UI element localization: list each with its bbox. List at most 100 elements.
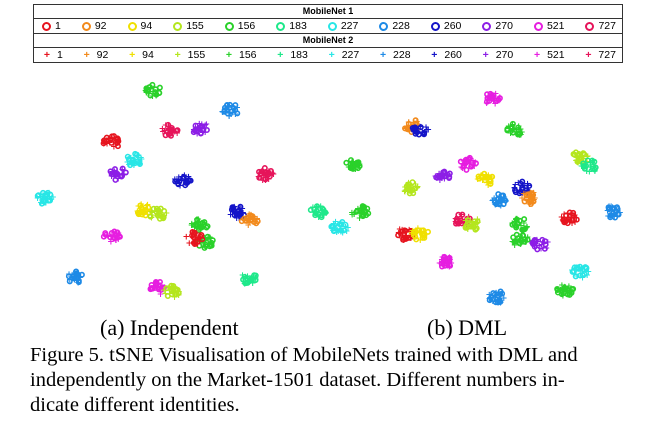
- svg-text:+: +: [148, 211, 156, 221]
- svg-text:+: +: [134, 151, 142, 161]
- svg-text:+: +: [65, 270, 73, 280]
- svg-text:+: +: [405, 118, 413, 128]
- svg-text:+: +: [255, 172, 263, 182]
- legend-label: 1: [57, 49, 63, 61]
- svg-text:+: +: [171, 290, 179, 300]
- tsne-cluster: +++++++++++++: [409, 123, 433, 140]
- svg-text:+: +: [573, 156, 581, 166]
- svg-text:+: +: [410, 230, 418, 240]
- svg-text:+: +: [245, 221, 253, 231]
- legend-marker: [482, 21, 492, 31]
- svg-text:+: +: [562, 283, 570, 293]
- svg-text:+: +: [565, 282, 573, 292]
- svg-text:+: +: [461, 162, 469, 172]
- svg-text:+: +: [568, 219, 576, 229]
- svg-text:+: +: [332, 218, 340, 228]
- svg-text:+: +: [37, 193, 45, 203]
- svg-text:+: +: [512, 236, 520, 246]
- svg-text:+: +: [445, 263, 453, 273]
- legend-marker: +: [129, 49, 136, 61]
- legend-item-183: 183: [274, 20, 307, 32]
- svg-text:+: +: [414, 183, 422, 193]
- svg-text:+: +: [500, 196, 508, 206]
- legend-marker: [81, 21, 91, 31]
- svg-text:+: +: [350, 210, 358, 220]
- svg-text:+: +: [397, 228, 405, 238]
- legend-label: 228: [393, 49, 411, 61]
- svg-text:+: +: [425, 126, 433, 136]
- svg-text:+: +: [591, 167, 599, 177]
- svg-text:+: +: [458, 211, 466, 221]
- svg-text:+: +: [152, 282, 160, 292]
- legend-item-94: 94: [126, 20, 153, 32]
- svg-text:+: +: [511, 218, 519, 228]
- svg-text:+: +: [198, 120, 206, 130]
- legend-item-521: 521: [532, 20, 564, 32]
- tsne-cluster: +++++++++++++: [343, 157, 363, 175]
- tsne-cluster: +++++++++++++: [558, 209, 580, 229]
- svg-text:+: +: [232, 110, 240, 120]
- svg-text:+: +: [192, 233, 200, 243]
- svg-text:+: +: [348, 163, 356, 173]
- svg-text:+: +: [444, 171, 452, 181]
- svg-text:+: +: [311, 208, 319, 218]
- legend-marker: [585, 21, 595, 31]
- tsne-cluster: +++++++++++++: [147, 278, 168, 300]
- svg-text:+: +: [472, 220, 480, 230]
- svg-text:+: +: [227, 211, 235, 221]
- svg-text:+: +: [197, 239, 205, 249]
- svg-text:+: +: [513, 214, 521, 224]
- legend-item-521: +521: [530, 49, 565, 61]
- svg-text:+: +: [528, 193, 536, 203]
- legend-item-183: +183: [273, 49, 308, 61]
- svg-text:+: +: [510, 238, 518, 248]
- tsne-cluster: +++++++++++++: [148, 205, 170, 224]
- svg-text:+: +: [149, 92, 157, 102]
- svg-text:+: +: [74, 275, 82, 285]
- caption-line-2: independently on the Market-1501 dataset…: [30, 369, 565, 391]
- legend-marker: +: [379, 49, 387, 61]
- svg-text:+: +: [500, 294, 508, 304]
- legend-label: 94: [140, 20, 153, 32]
- svg-text:+: +: [486, 295, 494, 305]
- svg-text:+: +: [135, 154, 143, 164]
- svg-text:+: +: [402, 186, 410, 196]
- legend-marker: +: [225, 49, 233, 61]
- svg-text:+: +: [350, 210, 358, 220]
- svg-text:+: +: [512, 214, 520, 224]
- svg-text:+: +: [237, 211, 245, 221]
- svg-text:+: +: [485, 171, 493, 181]
- legend-item-1: +1: [40, 49, 63, 61]
- svg-text:+: +: [138, 208, 146, 218]
- svg-text:+: +: [193, 130, 201, 140]
- svg-text:+: +: [529, 199, 537, 209]
- svg-text:+: +: [586, 161, 594, 171]
- svg-text:+: +: [171, 293, 179, 303]
- svg-text:+: +: [168, 129, 176, 139]
- svg-text:+: +: [159, 125, 167, 135]
- svg-text:+: +: [247, 215, 255, 225]
- tsne-cluster: +++++++++++++: [408, 224, 431, 246]
- svg-text:+: +: [191, 222, 199, 232]
- svg-text:+: +: [166, 283, 174, 293]
- svg-text:+: +: [401, 183, 409, 193]
- legend-marker: [327, 21, 337, 31]
- legend-title-mobilenet1: MobileNet 1: [34, 5, 622, 19]
- svg-text:+: +: [152, 278, 160, 288]
- legend-label: 92: [96, 49, 109, 61]
- svg-text:+: +: [396, 230, 404, 240]
- svg-text:+: +: [193, 215, 201, 225]
- svg-text:+: +: [505, 122, 513, 132]
- svg-text:+: +: [348, 208, 356, 218]
- svg-text:+: +: [137, 154, 145, 164]
- svg-text:+: +: [406, 184, 414, 194]
- svg-text:+: +: [511, 241, 519, 251]
- tsne-cluster: +++++++++++++: [255, 165, 278, 186]
- svg-text:+: +: [269, 169, 277, 179]
- svg-text:+: +: [119, 165, 127, 175]
- tsne-cluster: +++++++++++++: [432, 168, 453, 186]
- svg-text:+: +: [103, 137, 111, 147]
- svg-text:+: +: [270, 170, 278, 180]
- svg-text:+: +: [573, 263, 581, 273]
- legend-item-227: +227: [325, 49, 360, 61]
